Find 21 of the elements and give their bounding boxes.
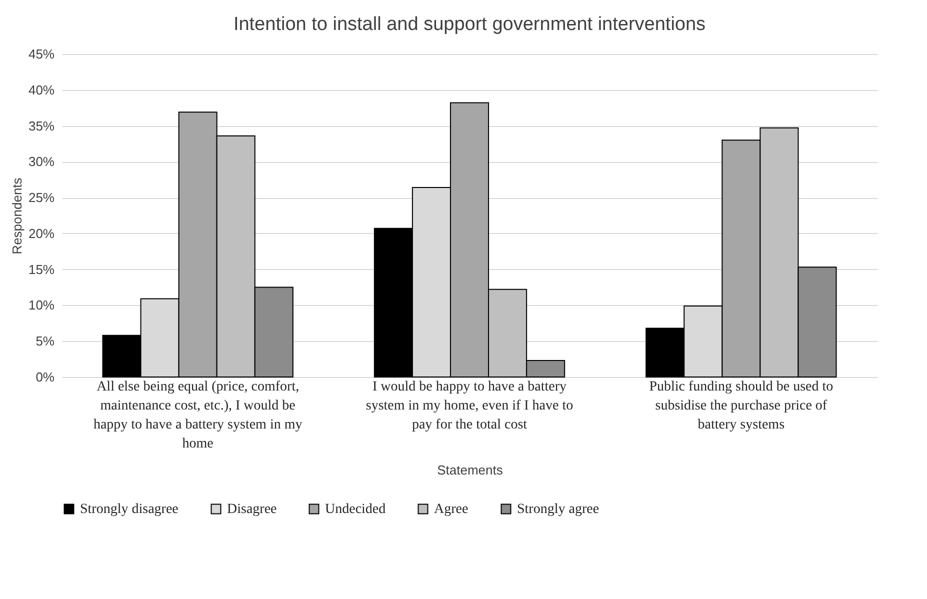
legend-label: Undecided — [325, 502, 386, 517]
x-axis-title: Statements — [437, 462, 504, 478]
x-tick-label: Public funding should be used to subsidise the purchase price of battery systems — [649, 380, 834, 432]
y-tick-label: 45% — [28, 46, 55, 62]
legend-label: Strongly disagree — [80, 502, 178, 517]
x-tick-label: I would be happy to have a battery system in my home, even if I have to pay for the total cost — [366, 380, 574, 432]
legend-label: Agree — [434, 502, 468, 517]
y-tick-label: 35% — [28, 118, 55, 134]
y-tick-label: 15% — [28, 262, 55, 277]
y-tick-label: 25% — [28, 190, 55, 206]
y-tick-label: 30% — [28, 154, 55, 170]
chart-title: Intention to install and support government interventions — [233, 14, 706, 35]
legend-label: Disagree — [227, 502, 277, 517]
y-tick-label: 0% — [36, 370, 55, 384]
y-tick-label: 40% — [28, 82, 55, 98]
y-axis-title: Respondents — [9, 177, 24, 254]
y-tick-label: 5% — [36, 334, 55, 349]
legend-label: Strongly agree — [517, 502, 600, 517]
x-tick-label: All else being equal (price, comfort, maintenance cost, etc.), I would be happy to have a battery system in my home — [93, 380, 302, 452]
y-tick-label: 20% — [28, 226, 55, 241]
y-tick-label: 10% — [28, 298, 55, 313]
